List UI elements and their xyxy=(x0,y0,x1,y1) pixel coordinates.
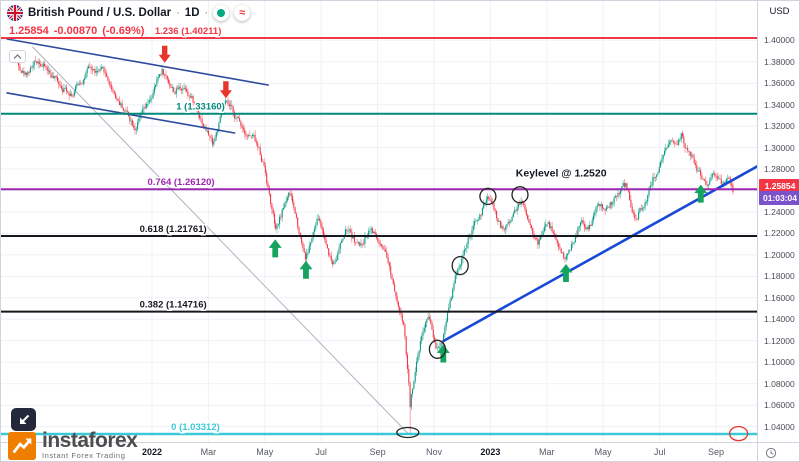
change-percent: (-0.69%) xyxy=(102,25,145,37)
fib-level-label: 0 (1.03312) xyxy=(171,422,220,433)
down-candle-wicks xyxy=(12,50,734,434)
down-candle-bodies xyxy=(11,52,734,408)
marker-green-dot-icon[interactable] xyxy=(213,5,230,21)
change-value: -0.00870 xyxy=(53,25,98,37)
price-axis[interactable]: USD 1.40000 1.38000 1.36000 1.34000 1.32000 1… xyxy=(757,1,799,442)
price-tick-label: 1.22000 xyxy=(764,228,795,239)
symbol-flag-icon xyxy=(7,5,23,21)
price-tick-label: 1.16000 xyxy=(764,292,795,303)
time-tick-label: Sep xyxy=(707,447,724,457)
descending-channel-upper[interactable] xyxy=(6,38,269,86)
fib-baseline[interactable] xyxy=(32,46,409,434)
time-tick-label: Jul xyxy=(653,447,666,457)
price-tick-label: 1.28000 xyxy=(764,164,795,174)
marker-wave-icon[interactable]: ≈ xyxy=(234,5,251,21)
time-tick-label: Sep xyxy=(369,447,386,457)
time-tick-label: May xyxy=(256,447,274,457)
collapse-legend-button[interactable] xyxy=(9,50,26,63)
buy-arrow-icon[interactable] xyxy=(299,260,313,279)
separator-dot: · xyxy=(204,7,209,19)
price-tick-label: 1.34000 xyxy=(764,99,795,110)
price-tick-label: 1.40000 xyxy=(764,35,795,46)
price-tick-label: 1.30000 xyxy=(764,142,795,153)
key-level-label[interactable]: Keylevel @ 1.2520 xyxy=(514,166,608,181)
time-tick-label: Jul xyxy=(315,447,327,457)
highlight-circle[interactable] xyxy=(451,255,469,276)
fib-level-label: 0.382 (1.14716) xyxy=(140,300,207,311)
brand-name: instaforex xyxy=(42,429,138,452)
price-tick-label: 1.38000 xyxy=(764,56,795,67)
time-axis[interactable]: 2022 Mar May Jul Sep Nov 2023 Mar May Jul Sep xyxy=(1,442,757,461)
time-tick-label: Mar xyxy=(200,447,217,457)
price-tick-label: 1.18000 xyxy=(764,271,795,282)
instaforex-logo-icon xyxy=(8,431,36,460)
price-tick-label: 1.04000 xyxy=(764,421,795,432)
buy-arrow-icon[interactable] xyxy=(559,264,573,283)
price-tick-label: 1.20000 xyxy=(764,249,795,260)
chevron-up-icon xyxy=(13,54,22,59)
buy-arrow-icon[interactable] xyxy=(694,184,708,203)
sell-arrow-icon[interactable] xyxy=(219,81,232,99)
price-tick-label: 1.10000 xyxy=(764,357,795,368)
buy-arrow-icon[interactable] xyxy=(268,239,282,258)
last-price-value: 1.25854 xyxy=(9,25,49,37)
countdown-badge: 01:03:04 xyxy=(759,191,799,206)
brand-tagline: Instant Forex Trading xyxy=(42,451,126,460)
up-candle-bodies xyxy=(10,52,729,408)
green-dot xyxy=(217,9,226,17)
time-tick-label: Mar xyxy=(539,447,555,457)
price-tick-label: 1.36000 xyxy=(764,78,795,89)
price-change-row: 1.25854 -0.00870 (-0.69%) xyxy=(9,25,250,37)
arrow-stamp-icon xyxy=(11,408,36,431)
time-tick-label: Nov xyxy=(425,447,442,457)
time-tick-label: May xyxy=(594,447,612,457)
fib-level-label: 1.236 (1.40211) xyxy=(155,26,222,37)
last-price-badge: 1.25854 xyxy=(759,179,799,194)
arrow-southwest-icon xyxy=(19,414,29,424)
buy-arrow-icon[interactable] xyxy=(436,344,450,363)
timeframe-label[interactable]: 1D xyxy=(184,7,200,19)
price-chart-canvas[interactable]: 1.236 (1.40211) 1 (1.33160) 0.764 (1.26120… xyxy=(1,1,757,442)
price-tick-label: 1.12000 xyxy=(764,335,795,346)
clock-icon[interactable] xyxy=(765,447,777,459)
separator-dot: · xyxy=(176,7,180,19)
highlight-circle[interactable] xyxy=(396,426,420,439)
price-tick-label: 1.14000 xyxy=(764,314,795,325)
currency-label[interactable]: USD xyxy=(769,5,790,17)
highlight-circle[interactable] xyxy=(511,186,529,204)
price-tick-label: 1.06000 xyxy=(764,400,795,411)
highlight-circle[interactable] xyxy=(728,425,749,442)
sell-arrow-icon[interactable] xyxy=(158,45,171,63)
highlight-circle[interactable] xyxy=(479,187,497,206)
price-tick-label: 1.24000 xyxy=(764,207,795,217)
instaforex-watermark: instaforex Instant Forex Trading xyxy=(8,429,138,460)
symbol-title[interactable]: British Pound / U.S. Dollar xyxy=(28,7,172,19)
time-tick-label: 2023 xyxy=(480,447,501,457)
highlight-circle[interactable] xyxy=(428,339,447,359)
fib-level-label: 0.618 (1.21761) xyxy=(140,224,207,235)
fib-level-label: 1 (1.33160) xyxy=(176,102,225,113)
fib-level-label: 0.764 (1.26120) xyxy=(147,177,214,188)
chart-legend: British Pound / U.S. Dollar · 1D · ≈ 1.2… xyxy=(7,5,251,63)
price-tick-label: 1.32000 xyxy=(764,121,795,132)
axis-corner xyxy=(757,442,799,461)
time-tick-label: 2022 xyxy=(141,447,163,457)
price-tick-label: 1.08000 xyxy=(764,378,795,389)
